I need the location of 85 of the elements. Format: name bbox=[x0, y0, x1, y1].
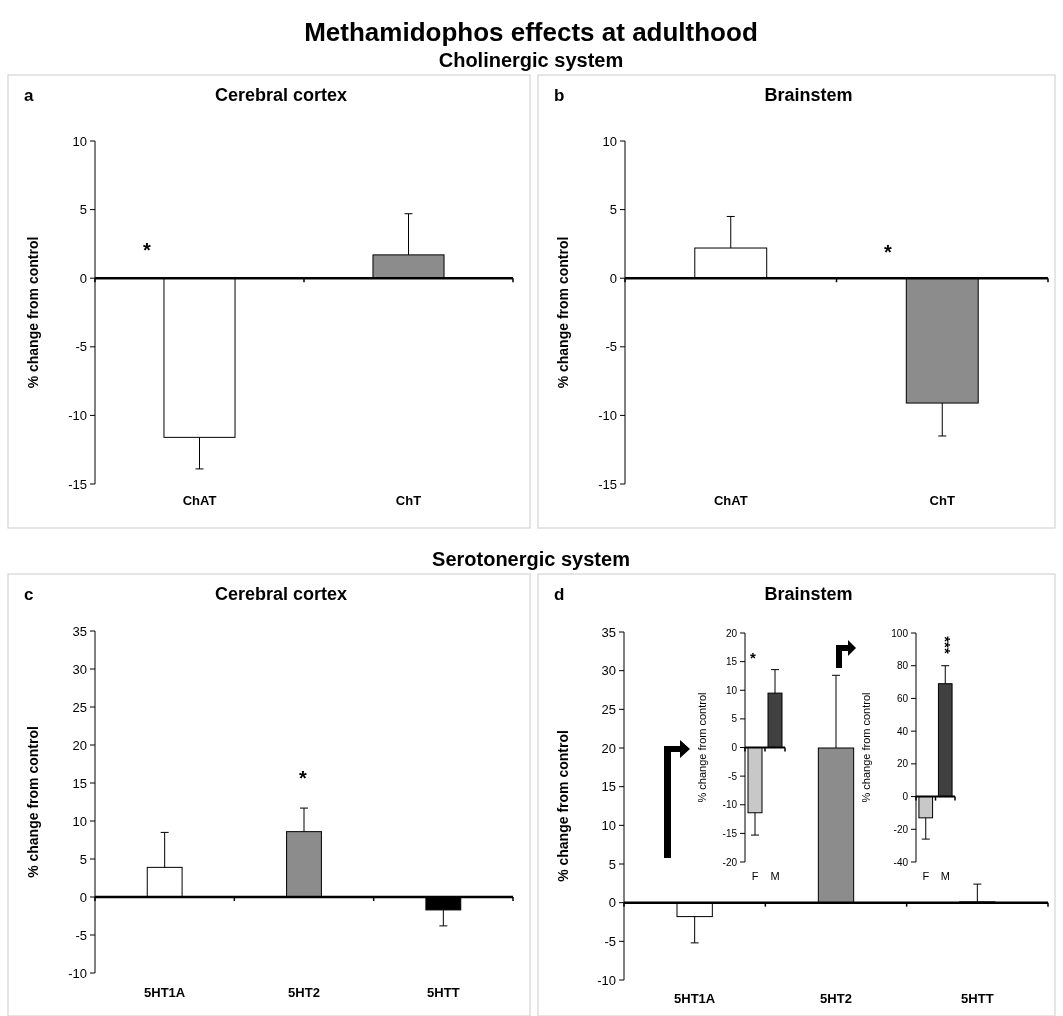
text: a bbox=[24, 86, 34, 105]
x-tick-label: F bbox=[751, 870, 759, 882]
y-tick-label: 30 bbox=[72, 661, 87, 677]
text: b bbox=[554, 86, 565, 105]
text: Cholinergic system bbox=[438, 49, 624, 71]
y-tick-label: 10 bbox=[601, 817, 616, 833]
y-axis-title: % change from control bbox=[555, 730, 571, 882]
annotation: * bbox=[143, 239, 152, 261]
y-tick-label: 25 bbox=[601, 701, 616, 717]
x-tick-label: ChT bbox=[395, 493, 422, 508]
y-tick-label: 100 bbox=[891, 627, 909, 639]
annotation: * bbox=[750, 649, 757, 667]
y-axis-title: % change from control bbox=[555, 236, 571, 389]
x-tick-label: ChAT bbox=[182, 493, 217, 508]
y-axis-title: % change from control bbox=[696, 692, 708, 803]
y-axis-title: % change from control bbox=[860, 692, 872, 803]
annotation: * bbox=[299, 767, 308, 789]
x-tick-label: 5HT1A bbox=[674, 991, 716, 1006]
x-tick-label: 5HTT bbox=[427, 985, 460, 1000]
y-axis-title: % change from control bbox=[25, 236, 41, 389]
y-tick-label: -10 bbox=[68, 965, 87, 981]
y-tick-label: 0 bbox=[609, 270, 617, 286]
y-tick-label: 20 bbox=[725, 627, 738, 639]
chart-title: Brainstem bbox=[764, 85, 853, 105]
y-tick-label: 20 bbox=[601, 740, 616, 756]
chart-title: Cerebral cortex bbox=[214, 85, 348, 105]
x-tick-label: 5HT2 bbox=[288, 985, 320, 1000]
y-tick-label: -20 bbox=[893, 823, 909, 835]
y-tick-label: 10 bbox=[72, 133, 87, 149]
chart-title: Cerebral cortex bbox=[214, 584, 348, 604]
y-tick-label: 30 bbox=[601, 663, 616, 679]
annotation: * bbox=[884, 241, 893, 263]
x-tick-label: ChT bbox=[929, 493, 955, 508]
y-tick-label: -10 bbox=[597, 972, 616, 988]
y-tick-label: 5 bbox=[79, 202, 87, 218]
annotation: *** bbox=[936, 636, 954, 654]
x-tick-label: 5HTT bbox=[961, 991, 994, 1006]
y-tick-label: 15 bbox=[725, 656, 738, 668]
x-tick-label: M bbox=[940, 870, 950, 882]
y-axis-title: % change from control bbox=[25, 726, 41, 878]
y-tick-label: 0 bbox=[902, 791, 909, 803]
y-tick-label: 5 bbox=[609, 202, 617, 218]
y-tick-label: 10 bbox=[72, 813, 87, 829]
y-tick-label: 35 bbox=[601, 624, 616, 640]
text: c bbox=[24, 585, 34, 604]
text: d bbox=[554, 585, 565, 604]
y-tick-label: -5 bbox=[75, 339, 87, 355]
x-tick-label: 5HT1A bbox=[144, 985, 186, 1000]
y-tick-label: 40 bbox=[896, 725, 909, 737]
y-tick-label: 5 bbox=[731, 713, 738, 725]
y-tick-label: -10 bbox=[68, 407, 87, 423]
y-tick-label: 80 bbox=[896, 660, 909, 672]
y-tick-label: -10 bbox=[722, 799, 738, 811]
y-tick-label: -5 bbox=[728, 770, 738, 782]
y-tick-label: 35 bbox=[72, 623, 87, 639]
y-tick-label: -5 bbox=[604, 933, 616, 949]
y-tick-label: -15 bbox=[722, 827, 738, 839]
x-tick-label: M bbox=[770, 870, 780, 882]
chart-title: Brainstem bbox=[764, 584, 853, 604]
y-tick-label: 5 bbox=[79, 851, 87, 867]
text: Methamidophos effects at adulthood bbox=[304, 17, 758, 47]
y-tick-label: -15 bbox=[598, 476, 617, 492]
y-tick-label: 25 bbox=[72, 699, 87, 715]
y-tick-label: -5 bbox=[605, 339, 617, 355]
y-tick-label: 15 bbox=[601, 779, 616, 795]
x-tick-label: F bbox=[922, 870, 930, 882]
y-tick-label: 0 bbox=[79, 270, 87, 286]
y-tick-label: 0 bbox=[608, 895, 616, 911]
y-tick-label: 20 bbox=[896, 758, 909, 770]
y-tick-label: 5 bbox=[608, 856, 616, 872]
x-tick-label: 5HT2 bbox=[820, 991, 852, 1006]
y-tick-label: -20 bbox=[722, 856, 738, 868]
y-tick-label: -5 bbox=[75, 927, 87, 943]
y-tick-label: 60 bbox=[896, 692, 909, 704]
y-tick-label: 0 bbox=[79, 889, 87, 905]
y-tick-label: 10 bbox=[602, 133, 617, 149]
y-tick-label: -10 bbox=[598, 407, 617, 423]
y-tick-label: 20 bbox=[72, 737, 87, 753]
y-tick-label: 15 bbox=[72, 775, 87, 791]
y-tick-label: -15 bbox=[68, 476, 87, 492]
x-tick-label: ChAT bbox=[713, 493, 748, 508]
y-tick-label: -40 bbox=[893, 856, 909, 868]
text: Serotonergic system bbox=[432, 548, 630, 570]
y-tick-label: 0 bbox=[731, 742, 738, 753]
y-tick-label: 10 bbox=[725, 684, 738, 696]
